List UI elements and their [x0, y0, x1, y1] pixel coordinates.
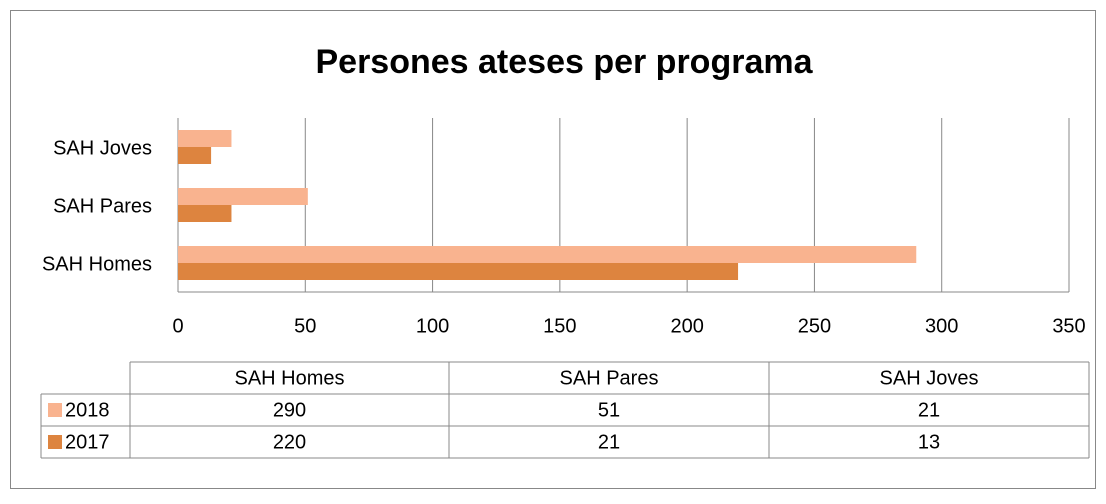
y-tick-label: SAH Joves — [53, 137, 152, 159]
bar — [178, 188, 308, 205]
x-tick-label: 200 — [670, 315, 703, 337]
bar — [178, 205, 232, 222]
legend-label: 2017 — [65, 431, 110, 453]
table-header: SAH Homes — [234, 367, 344, 389]
table-cell: 13 — [918, 431, 940, 453]
y-tick-label: SAH Homes — [42, 253, 152, 275]
x-tick-label: 300 — [925, 315, 958, 337]
bar — [178, 263, 739, 280]
table-cell: 220 — [273, 431, 306, 453]
x-tick-label: 100 — [416, 315, 449, 337]
table-cell: 290 — [273, 399, 306, 421]
legend-swatch — [48, 435, 62, 449]
x-tick-label: 50 — [294, 315, 316, 337]
x-tick-label: 350 — [1052, 315, 1085, 337]
bar — [178, 246, 917, 263]
table-header: SAH Pares — [560, 367, 659, 389]
bar — [178, 147, 212, 164]
table-header: SAH Joves — [880, 367, 979, 389]
y-tick-label: SAH Pares — [53, 195, 152, 217]
bar — [178, 130, 232, 147]
x-tick-label: 0 — [172, 315, 183, 337]
table-cell: 51 — [598, 399, 620, 421]
x-tick-label: 150 — [543, 315, 576, 337]
legend-label: 2018 — [65, 399, 110, 421]
legend-swatch — [48, 403, 62, 417]
table-cell: 21 — [598, 431, 620, 453]
table-cell: 21 — [918, 399, 940, 421]
chart-title: Persones ateses per programa — [315, 43, 813, 81]
x-tick-label: 250 — [798, 315, 831, 337]
